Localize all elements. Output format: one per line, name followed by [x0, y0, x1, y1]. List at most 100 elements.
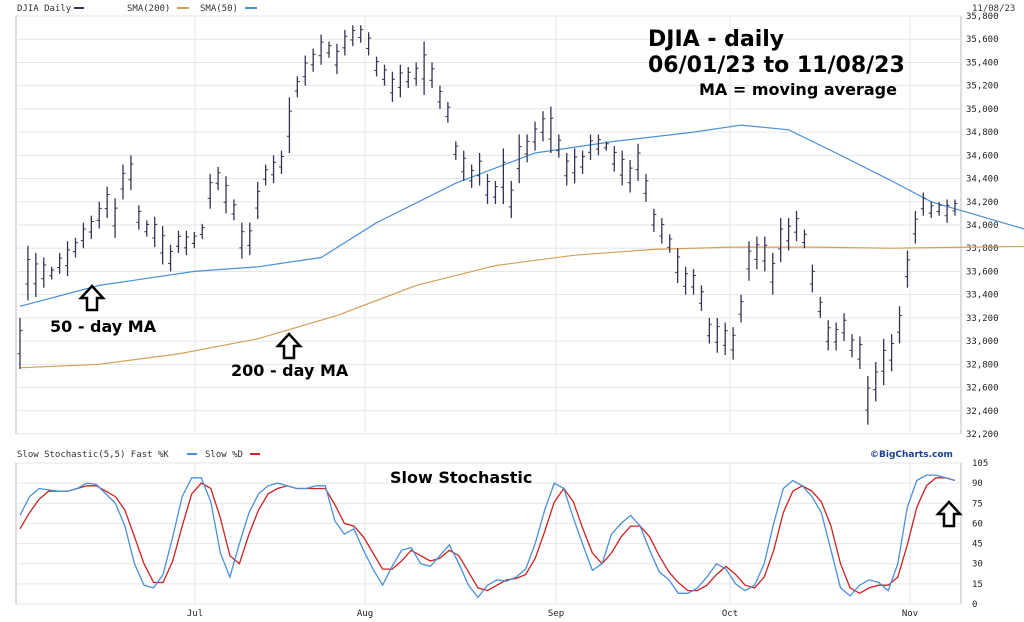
price-bar — [786, 218, 792, 251]
price-bar — [857, 336, 863, 369]
price-bar — [825, 320, 831, 351]
y-tick-label: 34,200 — [966, 198, 999, 208]
price-bar — [310, 48, 316, 72]
price-bar — [603, 141, 609, 151]
x-tick-label: Aug — [357, 609, 373, 619]
price-bar — [136, 205, 142, 230]
price-bar — [548, 106, 554, 154]
price-bar — [706, 317, 712, 344]
price-bar — [532, 121, 538, 151]
price-bar — [334, 43, 340, 75]
price-bar — [80, 222, 86, 249]
price-bar — [175, 230, 181, 253]
sma200-line — [19, 245, 1024, 369]
legend-sma200-swatch — [177, 7, 189, 9]
y-tick-label: 30 — [972, 560, 983, 570]
price-bar — [572, 148, 578, 184]
price-bar — [223, 176, 229, 214]
price-bar — [595, 134, 601, 156]
legend-d-swatch — [250, 453, 260, 455]
price-bar — [698, 285, 704, 311]
chart-date-label: 11/08/23 — [972, 4, 1015, 14]
price-bar — [500, 148, 506, 205]
price-bar — [374, 56, 380, 77]
price-bar — [389, 71, 395, 102]
y-tick-label: 33,000 — [966, 337, 999, 347]
price-bar — [381, 64, 387, 86]
price-bar — [588, 134, 594, 160]
y-tick-label: 45 — [972, 540, 983, 550]
price-bar — [904, 250, 910, 288]
price-bar — [302, 55, 308, 86]
price-bar — [556, 134, 562, 158]
price-bar — [492, 180, 498, 205]
y-tick-label: 35,200 — [966, 82, 999, 92]
annotation-200-day: 200 - day MA — [231, 361, 349, 380]
y-tick-label: 75 — [972, 499, 983, 509]
price-bar — [152, 216, 158, 248]
price-bar — [453, 141, 459, 160]
x-tick-label: Oct — [722, 609, 738, 619]
up-arrow-icon — [935, 500, 963, 528]
legend-k-swatch — [187, 453, 197, 455]
price-bar — [104, 186, 110, 219]
y-tick-label: 34,000 — [966, 221, 999, 231]
y-tick-label: 33,400 — [966, 291, 999, 301]
price-bar — [366, 32, 372, 56]
price-bar — [944, 199, 950, 223]
price-bar — [255, 182, 261, 220]
price-bar — [413, 62, 419, 86]
price-bar — [619, 150, 625, 186]
stochastic-title: Slow Stochastic — [390, 468, 532, 487]
price-bar — [405, 67, 411, 88]
up-arrow-icon — [275, 332, 303, 360]
price-bar — [912, 211, 918, 244]
price-bar — [429, 62, 435, 88]
price-bar — [461, 150, 467, 181]
price-bar — [651, 208, 657, 232]
y-tick-label: 35,400 — [966, 58, 999, 68]
price-bar — [421, 41, 427, 95]
price-bar — [120, 164, 126, 200]
legend-stochastic-k: Slow Stochastic(5,5) Fast %K — [17, 450, 169, 460]
price-y-ticks: 35,800 35,600 35,400 35,200 35,000 34,800 34,6… — [966, 12, 999, 440]
price-bar — [128, 155, 134, 191]
price-bar — [350, 25, 356, 47]
price-bar — [25, 245, 31, 301]
price-bar — [445, 101, 451, 123]
price-bar — [49, 266, 55, 280]
price-bar — [754, 236, 760, 270]
price-bar — [326, 41, 332, 58]
y-tick-label: 34,400 — [966, 175, 999, 185]
chart-note: MA = moving average — [699, 80, 897, 99]
price-bar — [294, 76, 300, 98]
price-bar — [667, 234, 673, 253]
x-tick-label: Sep — [548, 609, 564, 619]
price-bar — [207, 173, 213, 209]
price-bar — [477, 153, 483, 186]
price-bar — [778, 218, 784, 263]
price-bar — [144, 220, 150, 237]
price-bar — [889, 334, 895, 372]
price-bar — [746, 241, 752, 281]
price-bar — [397, 64, 403, 98]
price-bar — [41, 257, 47, 288]
price-bar — [271, 155, 277, 184]
price-bar — [485, 173, 490, 205]
price-bar — [714, 317, 720, 353]
price-bar — [516, 134, 522, 184]
price-bar — [809, 264, 815, 293]
legend-sma200: SMA(200) — [127, 4, 170, 14]
price-bar — [540, 111, 546, 142]
chart-title: DJIA - daily — [648, 27, 784, 52]
y-tick-label: 33,600 — [966, 267, 999, 277]
price-bar — [191, 231, 197, 249]
price-bar — [635, 143, 641, 181]
price-bar — [342, 29, 348, 56]
price-bar — [231, 199, 237, 221]
price-bar — [762, 236, 768, 272]
price-bar — [817, 296, 823, 318]
price-bar — [730, 327, 736, 360]
price-bar — [318, 34, 324, 65]
